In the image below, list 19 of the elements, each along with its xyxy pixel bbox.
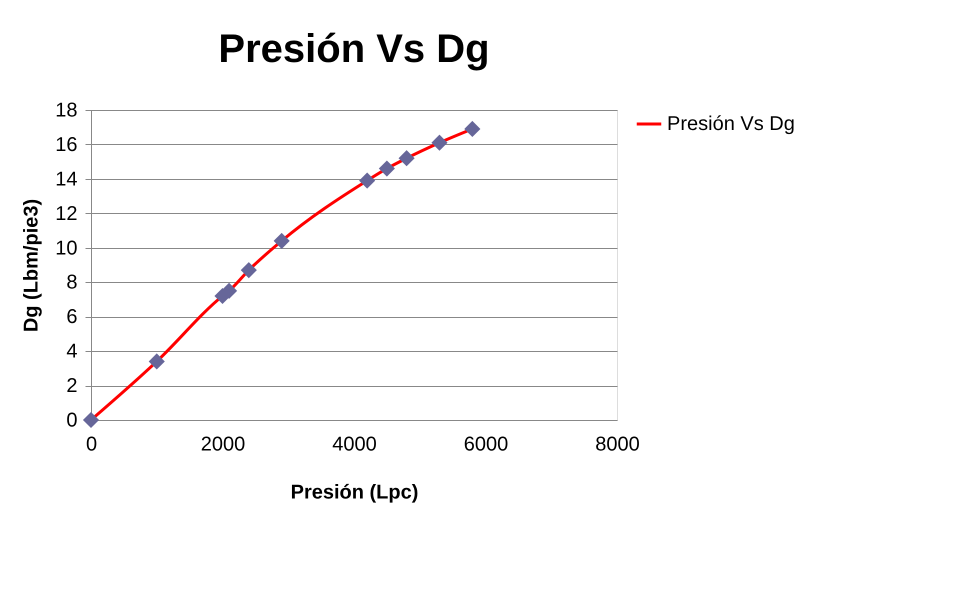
y-tick-label: 4 [66,340,78,363]
x-tick-label: 0 [86,434,98,456]
y-tick-label: 10 [55,237,78,260]
y-tick-label: 16 [55,134,78,156]
y-axis-title: Dg (Lbm/pie3) [20,198,42,332]
x-tick-label: 8000 [595,434,640,456]
y-tick-label: 12 [55,202,78,225]
x-tick-label: 2000 [200,434,246,456]
y-tick-label: 8 [66,272,78,294]
x-axis-title: Presión (Lpc) [290,482,418,504]
y-tick-label: 2 [66,375,78,398]
x-tick-label: 6000 [464,434,508,456]
y-tick-label: 14 [55,168,78,190]
y-tick-label: 0 [66,410,78,432]
y-tick-label: 18 [55,100,78,122]
x-tick-label: 4000 [332,434,377,456]
chart-title: Presión Vs Dg [218,27,490,71]
y-tick-label: 6 [66,306,78,328]
legend-label: Presión Vs Dg [667,113,795,135]
